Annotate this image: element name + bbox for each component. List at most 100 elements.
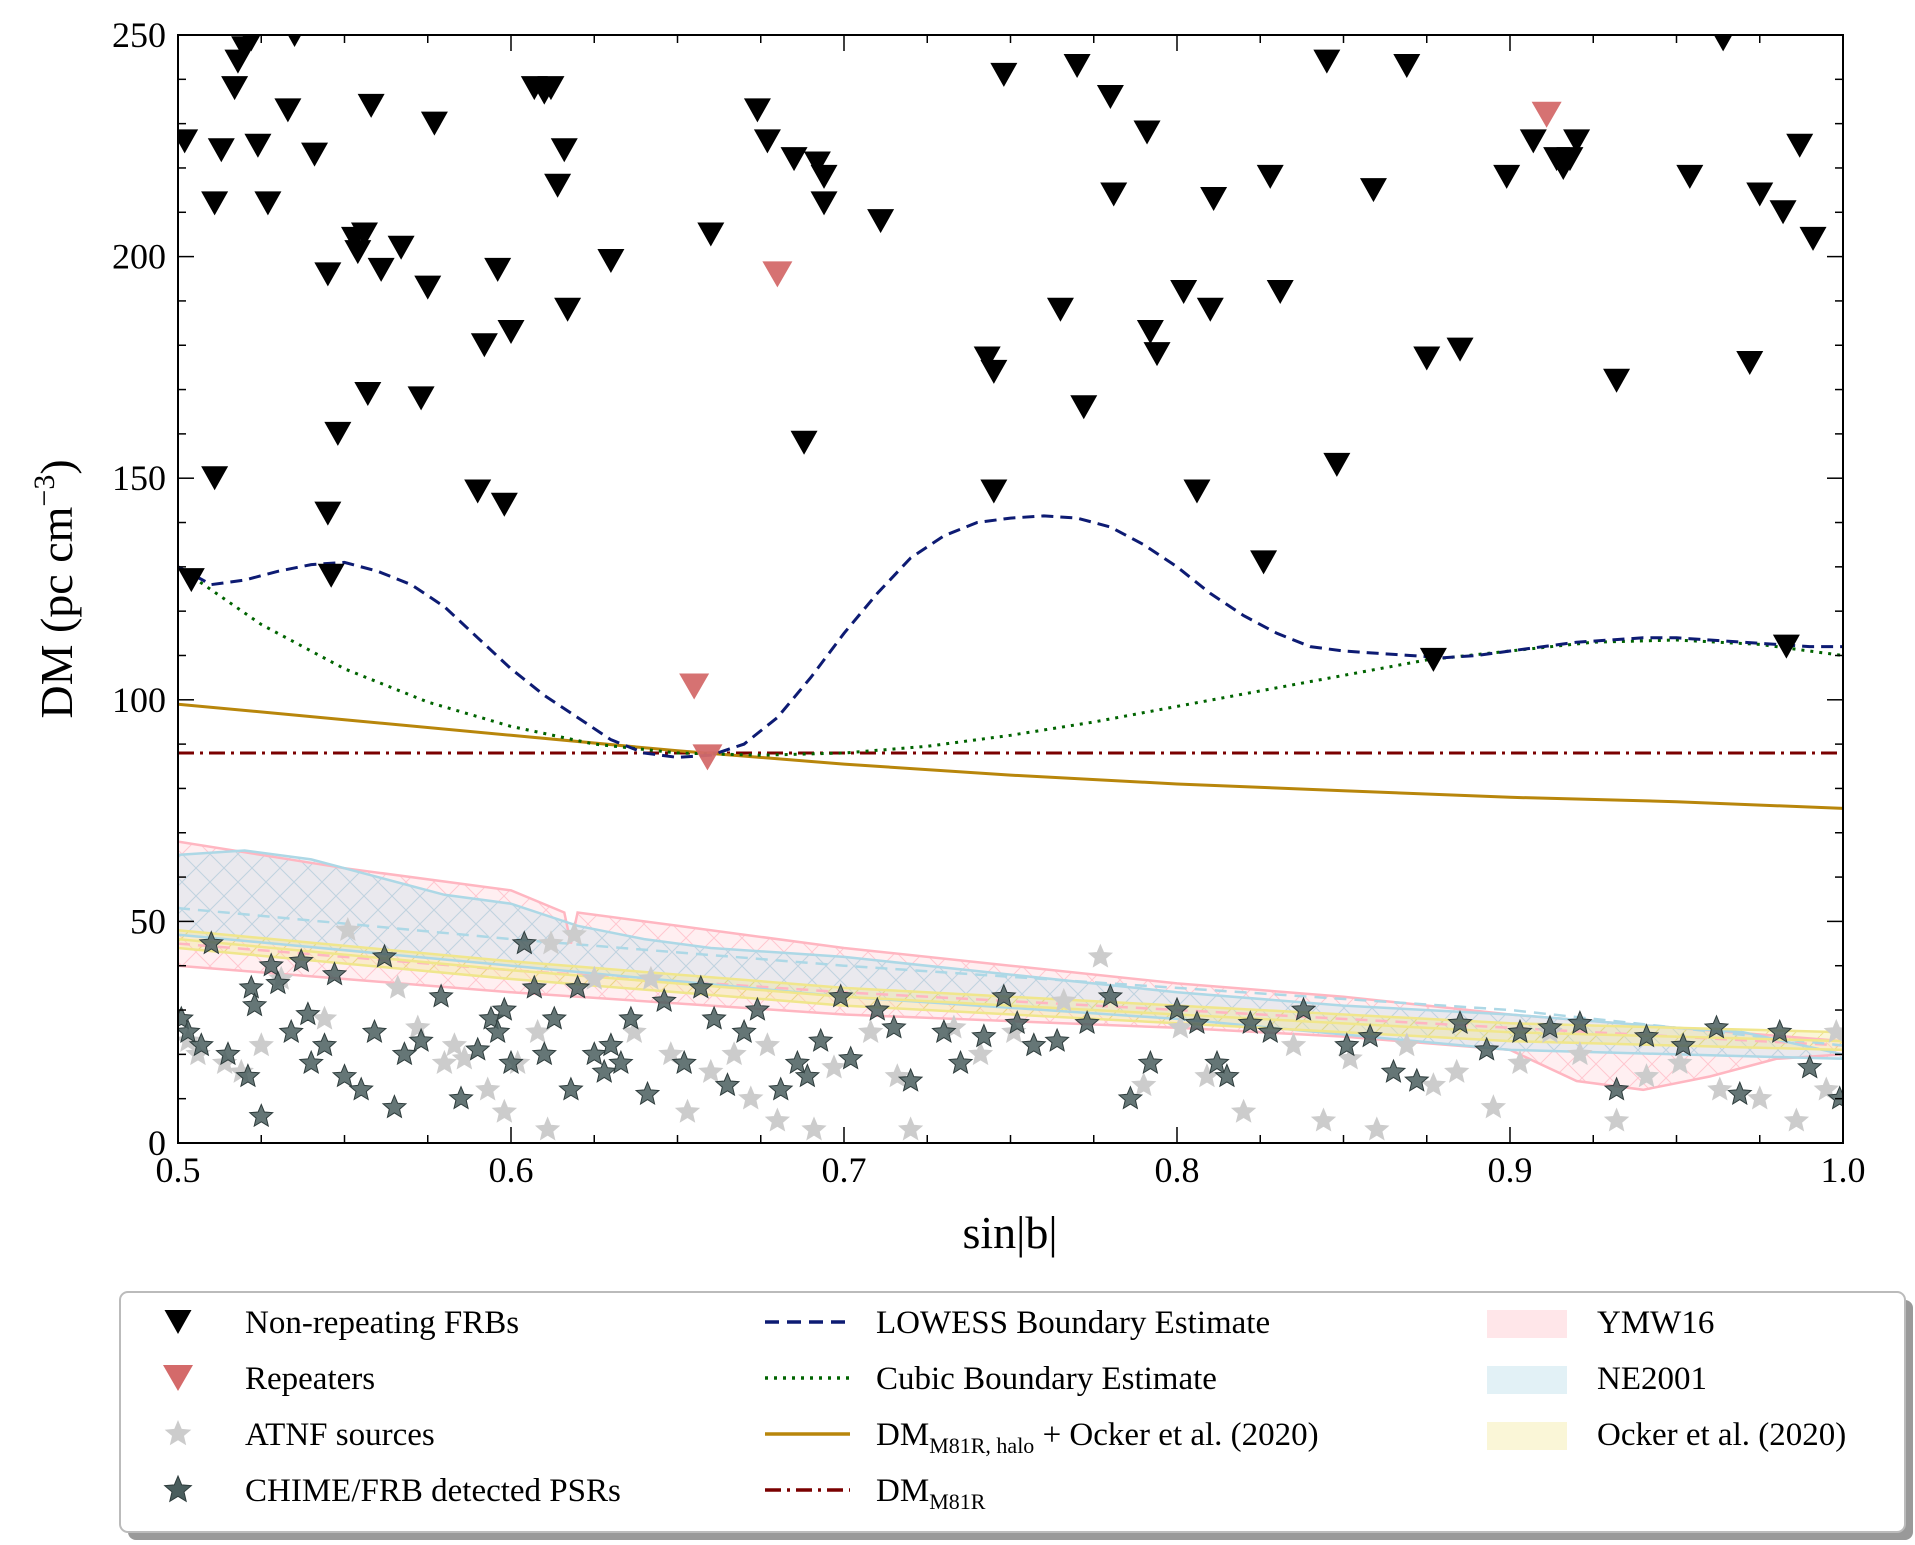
atnf-source-point — [801, 1116, 827, 1141]
model-bands — [178, 840, 1843, 1092]
frb-point — [470, 333, 498, 358]
plot-area — [178, 35, 1843, 1141]
chime-psr-point — [1214, 1063, 1240, 1088]
chime-psr-point — [1404, 1067, 1430, 1092]
frb-point — [1393, 54, 1421, 79]
atnf-source-point — [621, 1018, 647, 1043]
y-tick-label: 200 — [112, 237, 166, 277]
chime-psr-point — [828, 983, 854, 1008]
chime-psr-point — [608, 1049, 634, 1074]
frb-point — [1046, 297, 1074, 322]
frb-point — [1603, 368, 1631, 393]
frb-point — [490, 492, 518, 517]
ymw16-upper-line — [178, 840, 1843, 1043]
chime-psr-point — [248, 1103, 274, 1128]
frb-point — [484, 257, 512, 282]
atnf-source-point — [764, 1107, 791, 1132]
y-tick-label: 250 — [112, 15, 166, 55]
frb-point — [1256, 164, 1284, 189]
frb-point — [1143, 342, 1171, 367]
frb-point — [1133, 120, 1161, 145]
y-tick-label: 150 — [112, 458, 166, 498]
chime-psr-point — [521, 974, 547, 999]
chime-psr-point — [1447, 1009, 1473, 1035]
chime-psr-point — [295, 1001, 321, 1026]
atnf-source-point — [1230, 1098, 1257, 1123]
legend-m81r: DMM81R — [876, 1473, 986, 1514]
atnf-source-point — [1364, 1116, 1390, 1141]
frb-point — [242, 35, 261, 52]
chime-psr-point — [1603, 1076, 1630, 1101]
atnf-source-point — [1567, 1041, 1593, 1066]
chime-psr-point — [258, 952, 284, 977]
frb-point — [324, 421, 352, 446]
frb-point — [314, 262, 342, 287]
legend-cubic: Cubic Boundary Estimate — [876, 1361, 1217, 1397]
chime-psr-point — [188, 1032, 214, 1057]
frb-point — [201, 466, 229, 491]
atnf-source-point — [335, 916, 361, 942]
legend-box — [119, 1291, 1906, 1533]
x-tick-label: 0.7 — [822, 1150, 867, 1190]
legend-frb-triangle — [164, 1310, 192, 1334]
frb-point — [287, 35, 302, 47]
frb-point — [980, 359, 1008, 384]
frb-point — [1183, 479, 1211, 504]
frb-point — [1313, 49, 1341, 74]
frb-point — [1419, 647, 1447, 672]
frb-point — [790, 430, 818, 455]
frb-point — [221, 76, 249, 101]
frb-point — [497, 319, 525, 344]
chime-psr-point — [618, 1005, 644, 1030]
frb-point — [1323, 452, 1351, 477]
x-tick-label: 0.8 — [1155, 1150, 1200, 1190]
atnf-source-point — [967, 1041, 994, 1066]
frb-point — [1063, 54, 1091, 79]
chime-psr-point — [947, 1049, 974, 1074]
legend-repeater-marker — [163, 1365, 193, 1391]
atnf-source-point — [1633, 1063, 1660, 1088]
chime-psr-point — [731, 1018, 757, 1043]
axis-tick-labels: 0.5 0.6 0.7 0.8 0.9 1.0 0 50 100 150 200 250 — [112, 15, 1866, 1190]
frb-point — [1769, 200, 1797, 225]
legend-ocker-swatch — [1487, 1422, 1567, 1450]
frb-point — [1493, 164, 1521, 189]
frb-point — [317, 563, 345, 588]
y-axis-label-main: DM (pc cm — [31, 506, 82, 718]
atnf-source-point — [1747, 1085, 1773, 1110]
legend-ne2001: NE2001 — [1597, 1361, 1707, 1397]
legend-ymw16: YMW16 — [1597, 1305, 1714, 1341]
atnf-source-point — [857, 1018, 884, 1043]
ne2001-lower-line — [178, 933, 1843, 1061]
chime-psr-point — [1097, 983, 1124, 1008]
chime-psr-point — [1334, 1032, 1360, 1057]
lowess-boundary-line — [178, 514, 1843, 759]
atnf-source-point — [561, 921, 587, 946]
boundary-lines — [178, 514, 1843, 810]
frb-point — [780, 147, 808, 172]
legend-chime-star — [163, 1474, 193, 1503]
frb-point — [357, 93, 385, 118]
chime-psr-point — [198, 930, 224, 955]
legend: Non-repeating FRBs Repeaters ATNF source… — [119, 1291, 1913, 1540]
frb-point — [1446, 337, 1474, 362]
frb-point — [367, 257, 395, 282]
legend-atnf: ATNF sources — [245, 1417, 435, 1453]
chime-psr-point — [1797, 1054, 1823, 1079]
atnf-source-point — [1310, 1107, 1337, 1132]
frb-point — [537, 76, 565, 101]
frb-point — [1772, 634, 1800, 659]
chime-psr-point — [744, 996, 771, 1021]
ocker-lower-line — [178, 946, 1843, 1052]
frb-point — [1799, 226, 1827, 251]
atnf-source-point — [311, 1005, 338, 1030]
atnf-source-point — [638, 965, 664, 990]
chime-psr-point — [1004, 1009, 1030, 1035]
chime-psr-point — [808, 1027, 834, 1052]
frb-point — [1676, 164, 1704, 189]
chime-psr-point — [794, 1063, 821, 1088]
chime-psr-point — [1137, 1049, 1164, 1074]
non-repeating-frbs — [178, 35, 1827, 672]
atnf-source-point — [441, 1032, 468, 1057]
frb-point — [544, 173, 572, 198]
